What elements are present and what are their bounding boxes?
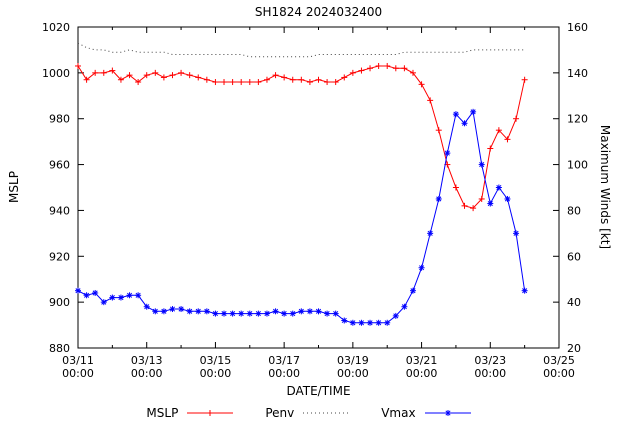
- svg-text:03/15: 03/15: [200, 354, 232, 367]
- svg-text:60: 60: [567, 250, 581, 263]
- legend-sample-vmax-line-icon: [424, 410, 471, 416]
- svg-text:00:00: 00:00: [200, 367, 232, 380]
- legend: MSLP Penv Vmax: [0, 406, 619, 420]
- svg-text:03/25: 03/25: [543, 354, 575, 367]
- svg-text:03/19: 03/19: [337, 354, 369, 367]
- svg-text:980: 980: [49, 113, 70, 126]
- svg-text:40: 40: [567, 296, 581, 309]
- svg-text:00:00: 00:00: [131, 367, 163, 380]
- svg-text:03/23: 03/23: [474, 354, 506, 367]
- legend-item-mslp: MSLP: [146, 406, 235, 420]
- svg-text:03/21: 03/21: [406, 354, 438, 367]
- legend-item-vmax: Vmax: [381, 406, 472, 420]
- x-axis-label: DATE/TIME: [286, 384, 351, 398]
- svg-text:00:00: 00:00: [268, 367, 300, 380]
- legend-sample-penv-line-icon: [303, 412, 350, 414]
- svg-text:20: 20: [567, 342, 581, 355]
- svg-text:920: 920: [49, 250, 70, 263]
- svg-text:100: 100: [567, 159, 588, 172]
- svg-text:160: 160: [567, 21, 588, 34]
- svg-text:00:00: 00:00: [406, 367, 438, 380]
- svg-text:1020: 1020: [42, 21, 70, 34]
- svg-text:00:00: 00:00: [543, 367, 575, 380]
- svg-text:1000: 1000: [42, 67, 70, 80]
- chart-title: SH1824 2024032400: [254, 5, 383, 19]
- legend-label-penv: Penv: [265, 406, 295, 420]
- legend-sample-mslp-line-icon: [187, 410, 234, 416]
- svg-text:880: 880: [49, 342, 70, 355]
- legend-label-vmax: Vmax: [381, 406, 416, 420]
- svg-text:00:00: 00:00: [337, 367, 369, 380]
- svg-text:00:00: 00:00: [62, 367, 94, 380]
- legend-label-mslp: MSLP: [146, 406, 179, 420]
- svg-text:140: 140: [567, 67, 588, 80]
- svg-text:03/13: 03/13: [131, 354, 163, 367]
- svg-text:120: 120: [567, 113, 588, 126]
- svg-text:03/11: 03/11: [62, 354, 94, 367]
- legend-item-penv: Penv: [265, 406, 351, 420]
- svg-text:900: 900: [49, 296, 70, 309]
- svg-text:80: 80: [567, 204, 581, 217]
- svg-text:00:00: 00:00: [474, 367, 506, 380]
- svg-text:03/17: 03/17: [268, 354, 300, 367]
- svg-text:940: 940: [49, 204, 70, 217]
- svg-text:960: 960: [49, 159, 70, 172]
